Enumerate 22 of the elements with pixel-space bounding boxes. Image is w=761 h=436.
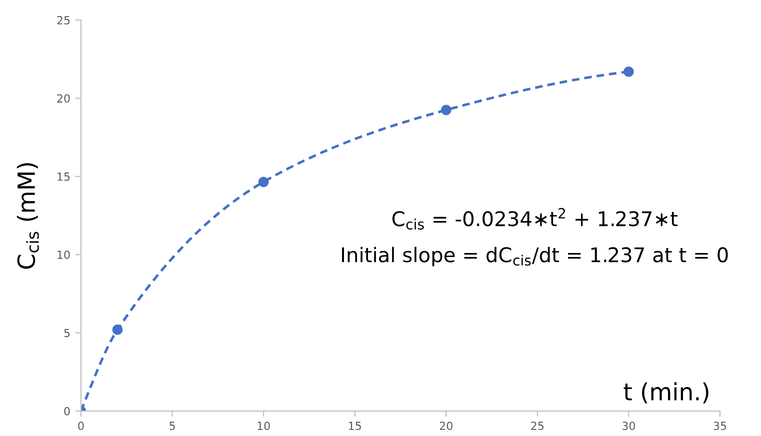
point — [623, 66, 634, 77]
annotation: C$_{cis}$ = -0.0234∗t$^{2}$ + 1.237∗t — [392, 208, 678, 230]
y-tick-label: 20 — [57, 94, 70, 103]
y-tick-label: 10 — [58, 250, 70, 260]
x-tick-label: 30 — [622, 422, 636, 430]
x-tick-label: 5 — [170, 422, 175, 430]
x-tick-label: 0 — [78, 422, 84, 430]
y-tick-label: 0 — [64, 406, 70, 416]
x-tick-label: 15 — [348, 422, 361, 430]
x-tick-label: 35 — [714, 422, 726, 430]
y-tick-label: 15 — [58, 172, 70, 181]
y-tick-label: 5 — [64, 328, 70, 338]
x-tick-label: 10 — [258, 422, 270, 430]
x-axis-title: t (min.) — [624, 382, 708, 404]
y-tick-label: 25 — [57, 16, 70, 24]
y-axis-title: C$_{cis}$ (mM) — [16, 163, 39, 269]
annotation: Initial slope = dC$_{cis}$/dt = 1.237 at t = 0 — [342, 246, 728, 266]
point — [258, 176, 269, 188]
x-tick-label: 25 — [531, 422, 544, 430]
x-tick-label: 20 — [440, 422, 452, 430]
point — [112, 324, 123, 335]
point — [440, 104, 452, 116]
